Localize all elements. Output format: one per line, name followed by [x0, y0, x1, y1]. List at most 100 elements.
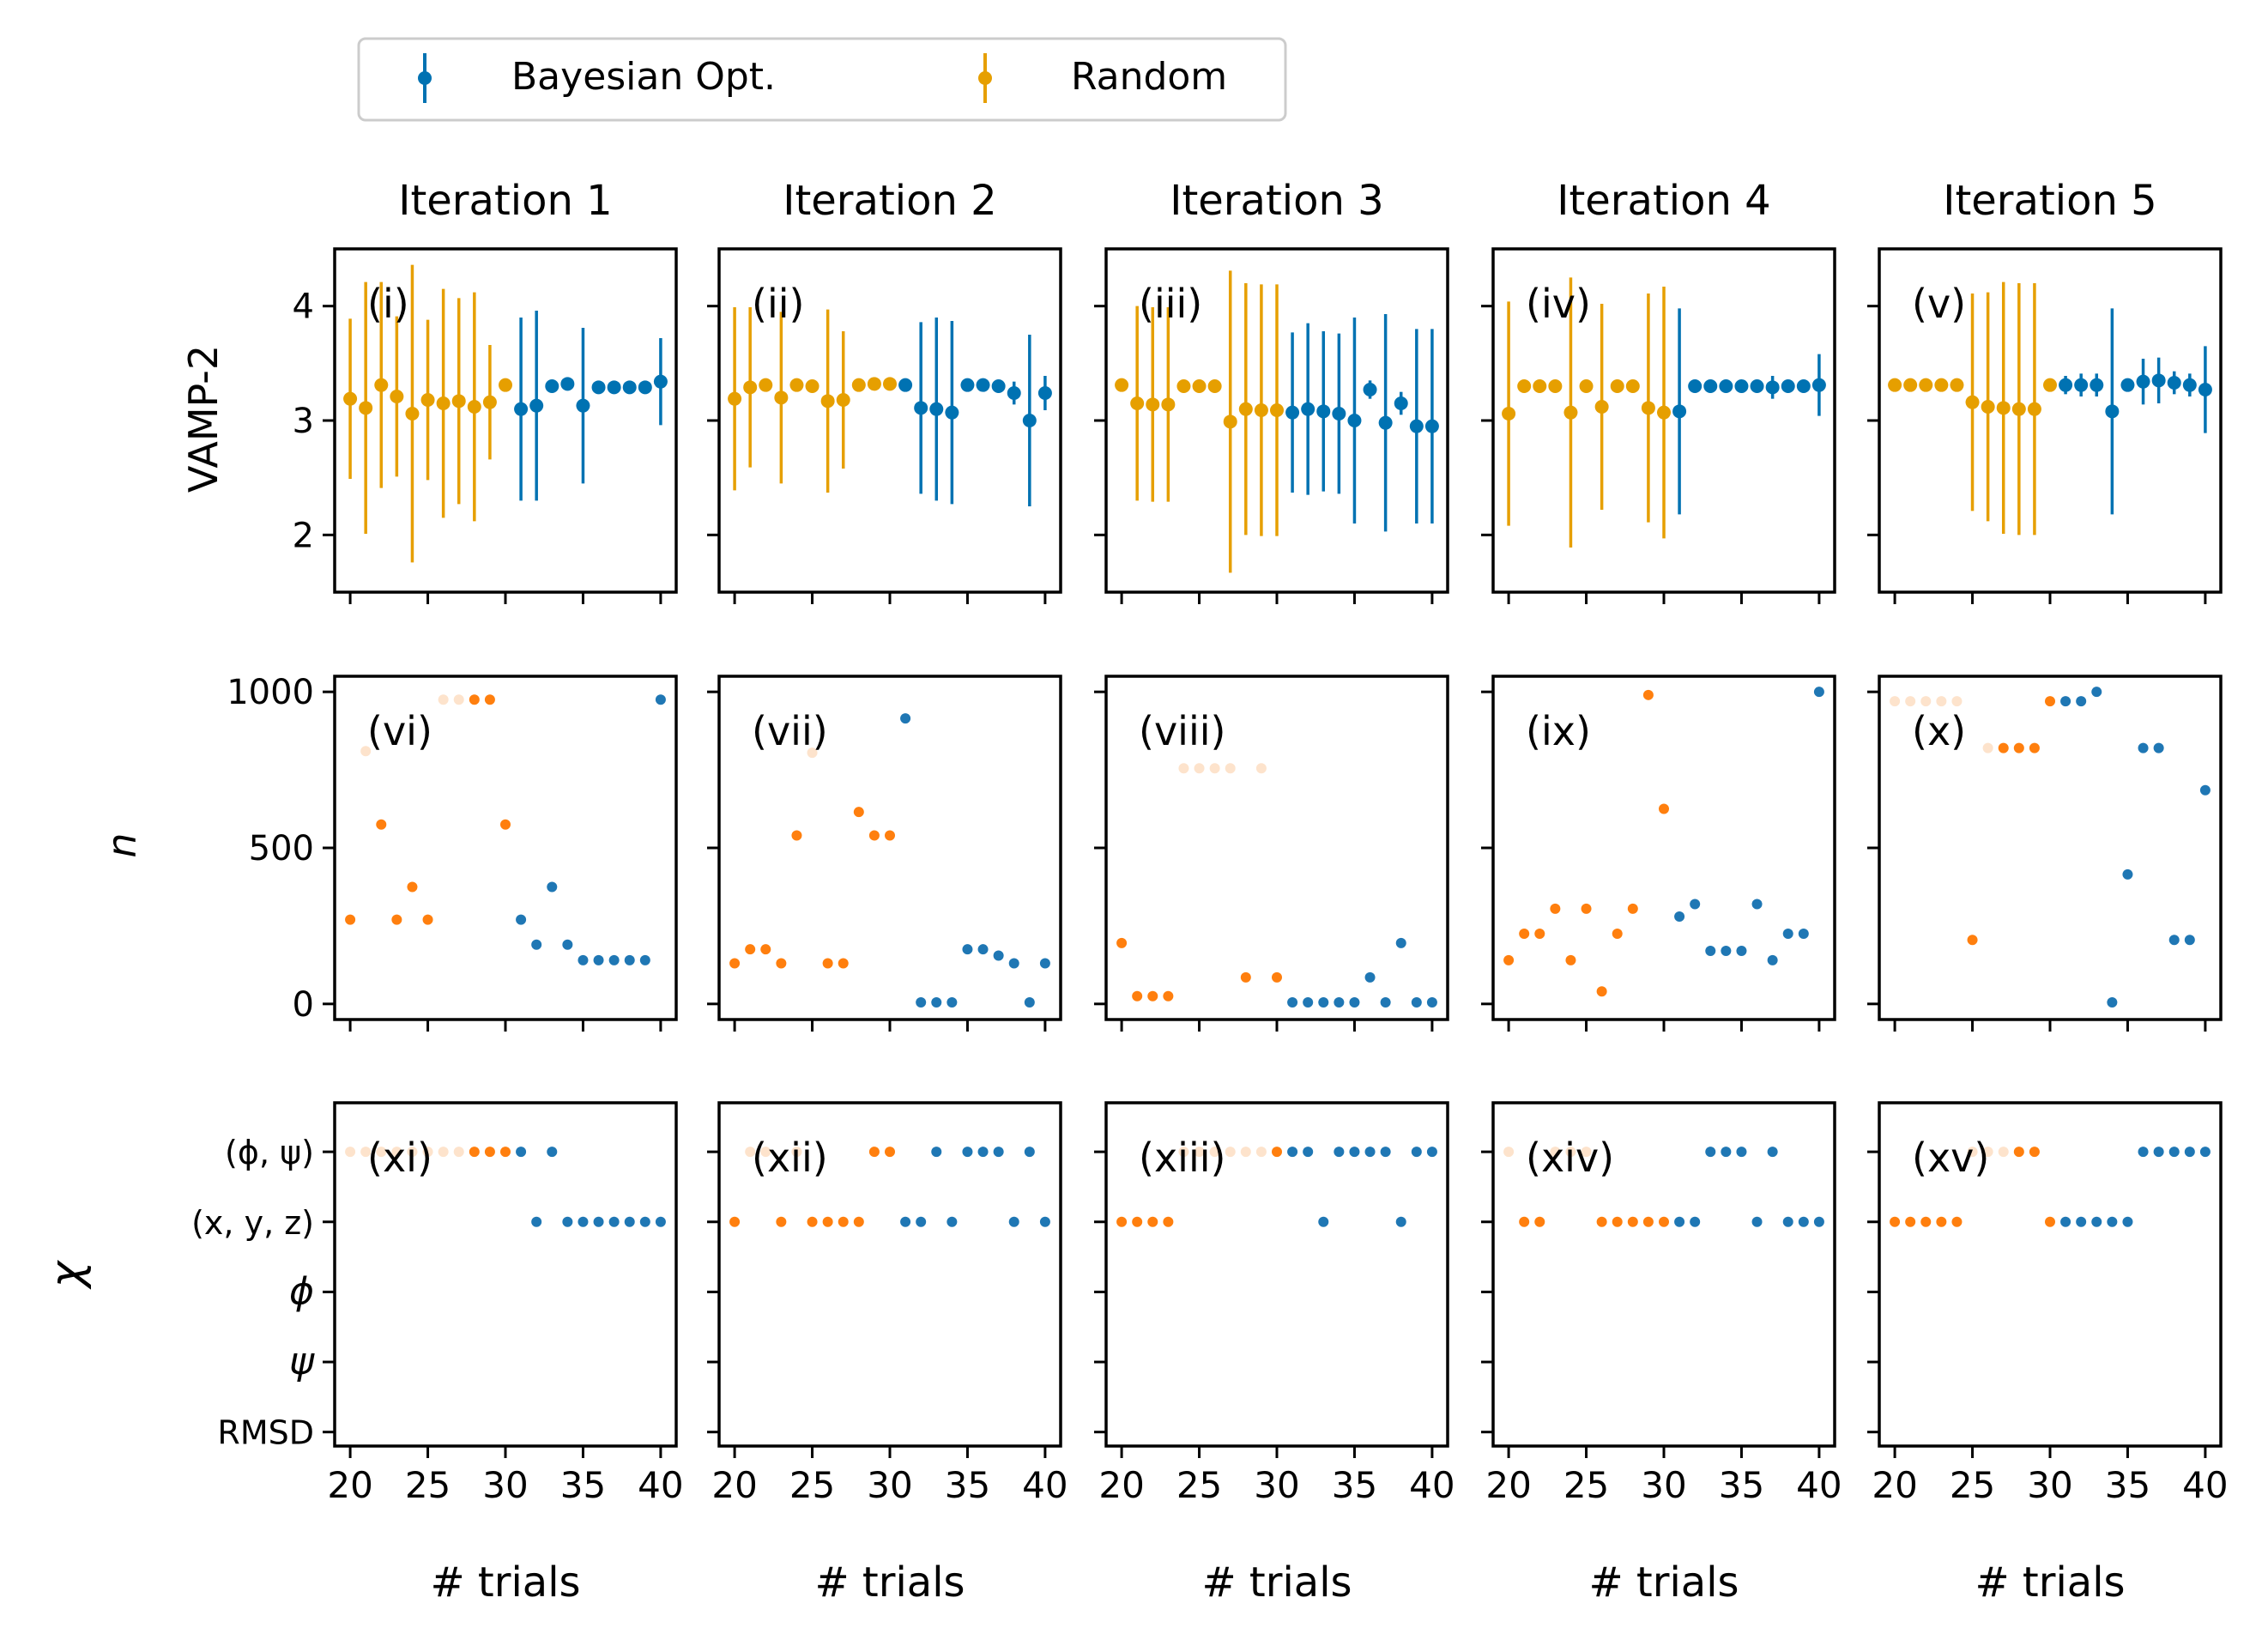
column-title-4: Iteration 4 [1557, 177, 1770, 225]
chi-point [391, 1147, 402, 1158]
chi-point [1411, 1147, 1422, 1158]
y-tick-label: 0 [293, 985, 314, 1025]
vamp-point [343, 391, 358, 406]
x-tick-label: 30 [2027, 1464, 2072, 1506]
y-tick-label: (x, y, z) [191, 1204, 314, 1242]
chi-point [1395, 1216, 1406, 1227]
chi-point [1519, 1216, 1530, 1227]
chi-point [1178, 1147, 1189, 1158]
legend: Bayesian Opt. Random [357, 37, 1287, 122]
vamp-point [1903, 378, 1918, 392]
chi-point [1642, 1216, 1654, 1227]
n-point [1024, 997, 1035, 1008]
chi-point [1240, 1147, 1251, 1158]
chi-point [1890, 1216, 1901, 1227]
chi-point [1751, 1216, 1763, 1227]
chi-point [1147, 1216, 1158, 1227]
column-title-5: Iteration 5 [1943, 177, 2156, 225]
legend-entry-bayes: Bayesian Opt. [418, 53, 776, 103]
chi-point [1951, 1216, 1963, 1227]
chi-point [931, 1147, 942, 1158]
n-point [1147, 990, 1158, 1002]
panel-label: (xiii) [1139, 1135, 1225, 1181]
chi-point [2168, 1147, 2180, 1158]
y-tick-label: 500 [249, 829, 314, 868]
vamp-point [359, 401, 373, 415]
vamp-point [1688, 379, 1703, 393]
n-point [1982, 742, 1993, 753]
n-point [1890, 696, 1901, 707]
x-tick-label: 25 [1563, 1464, 1609, 1506]
vamp-point [1610, 379, 1624, 393]
chi-point [1349, 1147, 1360, 1158]
vamp-point [514, 402, 529, 416]
chi-point [547, 1147, 558, 1158]
vamp-point [1316, 404, 1331, 419]
n-point [391, 914, 402, 925]
chi-point [655, 1216, 666, 1227]
panel-label: (ix) [1526, 708, 1591, 754]
n-point [1751, 899, 1763, 910]
vamp-point [759, 378, 773, 392]
chi-point [993, 1147, 1004, 1158]
x-axis-label: # trials [430, 1558, 580, 1607]
chi-point [453, 1147, 464, 1158]
n-point [1225, 763, 1236, 774]
n-point [2076, 696, 2087, 707]
row-label-chi: χ [41, 1259, 93, 1290]
panel-frame [1878, 675, 2223, 1021]
chi-point [1612, 1216, 1623, 1227]
chi-point [1705, 1147, 1716, 1158]
n-point [729, 958, 741, 969]
n-point [822, 958, 833, 969]
panel-r3-c2: 20 25 30 35 40 (xii) # trials [707, 1101, 1068, 1607]
panel-label: (xii) [752, 1135, 828, 1181]
vamp-point [960, 378, 975, 392]
vamp-point [1301, 402, 1315, 416]
n-point [977, 944, 989, 955]
vamp-point [1965, 395, 1980, 409]
chi-point [1581, 1147, 1592, 1158]
panel-label: (vii) [752, 708, 828, 754]
vamp-point [607, 380, 621, 395]
panel-label: (ii) [752, 281, 804, 327]
panel-label: (viii) [1139, 708, 1225, 754]
legend-bayes-marker [418, 71, 432, 85]
vamp-point [1424, 419, 1439, 433]
n-point [1209, 763, 1220, 774]
vamp-point [2120, 378, 2135, 392]
chi-point [838, 1216, 849, 1227]
x-tick-label: 20 [711, 1464, 757, 1506]
n-point [1627, 903, 1638, 914]
x-tick-label: 20 [327, 1464, 372, 1506]
n-point [776, 958, 787, 969]
n-point [655, 694, 666, 705]
panel-r2-c5: (x) [1867, 675, 2223, 1032]
chi-point [1782, 1216, 1793, 1227]
panel-frame [1491, 1101, 1836, 1448]
chi-point [593, 1216, 604, 1227]
vamp-point [2059, 378, 2073, 392]
n-point [1642, 689, 1654, 700]
chi-point [947, 1216, 958, 1227]
chi-point [1287, 1147, 1298, 1158]
n-point [1255, 763, 1267, 774]
panel-frame [1878, 1101, 2223, 1448]
chi-point [1967, 1147, 1978, 1158]
panel-r1-c5: (v) [1867, 247, 2223, 604]
chi-point [776, 1216, 787, 1227]
n-point [807, 747, 818, 759]
vamp-point [1517, 379, 1532, 393]
chi-point [1998, 1147, 2009, 1158]
chi-point [2029, 1147, 2040, 1158]
n-point [1813, 687, 1824, 698]
vamp-point [1347, 414, 1362, 427]
chi-point [1534, 1216, 1545, 1227]
vamp-point [1625, 379, 1640, 393]
x-tick-label: 40 [2182, 1464, 2228, 1506]
vamp-point [2136, 374, 2150, 389]
legend-random-label: Random [1071, 55, 1227, 99]
chi-point [791, 1147, 802, 1158]
n-point [1039, 958, 1050, 969]
panel-label: (iii) [1139, 281, 1202, 327]
